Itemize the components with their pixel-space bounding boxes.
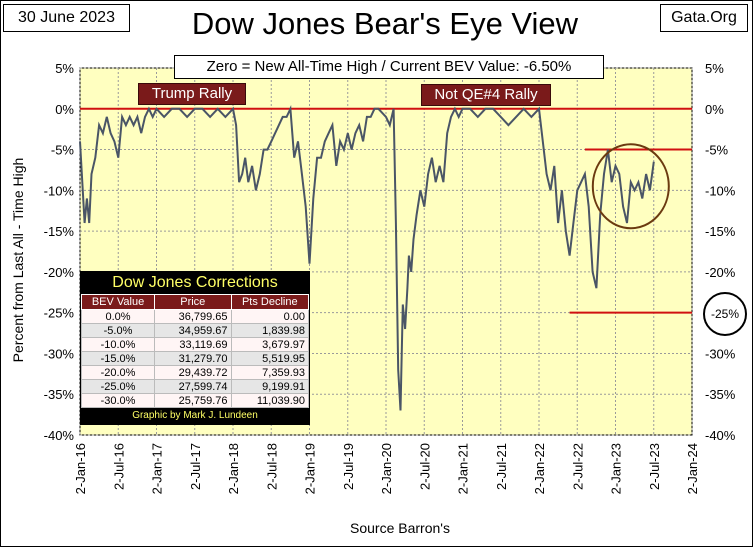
x-tick-label: 2-Jan-17 [150, 443, 165, 494]
y-tick-label-right: -35% [705, 387, 736, 402]
bev-value-cell: -30.0% [80, 393, 156, 408]
price-cell: 34,959.67 [154, 323, 232, 338]
price-cell: 33,119.69 [154, 337, 232, 352]
y-tick-label-right: -5% [705, 143, 729, 158]
y-tick-label: -35% [44, 387, 75, 402]
y-tick-label: -20% [44, 265, 75, 280]
pts-decline-cell: 7,359.93 [230, 365, 310, 380]
table-row: 0.0% 36,799.65 0.00 [80, 309, 310, 324]
y-tick-label: -10% [44, 183, 75, 198]
corrections-table: Dow Jones Corrections BEV Value Price Pt… [80, 271, 310, 425]
y-tick-label: 5% [55, 61, 74, 76]
bev-value-cell: -25.0% [80, 379, 156, 394]
bev-value-cell: -20.0% [80, 365, 156, 380]
x-tick-label: 2-Jul-19 [341, 443, 356, 490]
y-tick-label-right: 5% [705, 61, 724, 76]
x-tick-label: 2-Jul-22 [570, 443, 585, 490]
pts-decline-cell: 3,679.97 [230, 337, 310, 352]
graphic-credit: Graphic by Mark J. Lundeen [81, 408, 309, 424]
y-tick-label-right: -30% [705, 346, 736, 361]
y-tick-label: -15% [44, 224, 75, 239]
column-header-price: Price [154, 294, 232, 310]
x-tick-label: 2-Jul-23 [647, 443, 662, 490]
x-tick-label: 2-Jul-21 [494, 443, 509, 490]
table-row: -15.0% 31,279.70 5,519.95 [80, 351, 310, 366]
pts-decline-cell: 1,839.98 [230, 323, 310, 338]
qe4-rally-label: Not QE#4 Rally [421, 84, 551, 106]
y-tick-label: -25% [44, 306, 75, 321]
table-row: -5.0% 34,959.67 1,839.98 [80, 323, 310, 338]
x-tick-label: 2-Jan-19 [303, 443, 318, 494]
x-tick-label: 2-Jul-16 [111, 443, 126, 490]
price-cell: 27,599.74 [154, 379, 232, 394]
y-tick-label: 0% [55, 102, 74, 117]
chart-title: Dow Jones Bear's Eye View [191, 6, 579, 41]
price-cell: 25,759.76 [154, 393, 232, 408]
corrections-table-title: Dow Jones Corrections [81, 272, 309, 294]
y-axis-title: Percent from Last All - Time High [10, 157, 26, 363]
site-label: Gata.Org [660, 4, 748, 32]
circled-level-label: -25% [703, 292, 747, 336]
bev-value-cell: -10.0% [80, 337, 156, 352]
column-header-bev: BEV Value [80, 294, 156, 310]
price-cell: 29,439.72 [154, 365, 232, 380]
highlight-circle [591, 143, 670, 230]
y-tick-label-right: 0% [705, 102, 724, 117]
pts-decline-cell: 0.00 [230, 309, 310, 324]
table-row: -25.0% 27,599.74 9,199.91 [80, 379, 310, 394]
y-tick-label: -30% [44, 346, 75, 361]
pts-decline-cell: 11,039.90 [230, 393, 310, 408]
x-tick-label: 2-Jul-18 [264, 443, 279, 490]
x-tick-label: 2-Jan-20 [379, 443, 394, 494]
bev-series-line [79, 104, 655, 411]
table-row: -10.0% 33,119.69 3,679.97 [80, 337, 310, 352]
bev-value-cell: 0.0% [80, 309, 156, 324]
price-cell: 36,799.65 [154, 309, 232, 324]
pts-decline-cell: 9,199.91 [230, 379, 310, 394]
y-tick-label-right: -15% [705, 224, 736, 239]
x-tick-label: 2-Jul-17 [188, 443, 203, 490]
x-axis-title: Source Barron's [350, 520, 450, 536]
y-tick-label-right: -10% [705, 183, 736, 198]
x-tick-label: 2-Jan-22 [532, 443, 547, 494]
y-tick-label-right: -20% [705, 265, 736, 280]
bev-value-cell: -5.0% [80, 323, 156, 338]
bev-value-cell: -15.0% [80, 351, 156, 366]
price-cell: 31,279.70 [154, 351, 232, 366]
table-row: -30.0% 25,759.76 11,039.90 [80, 393, 310, 408]
y-tick-label: -40% [44, 428, 75, 443]
pts-decline-cell: 5,519.95 [230, 351, 310, 366]
column-header-pts-decline: Pts Decline [230, 294, 310, 310]
trump-rally-label: Trump Rally [138, 83, 246, 105]
x-tick-label: 2-Jan-21 [456, 443, 471, 494]
x-tick-label: 2-Jul-20 [417, 443, 432, 490]
x-tick-label: 2-Jan-24 [685, 443, 700, 494]
x-tick-label: 2-Jan-18 [226, 443, 241, 494]
y-tick-label-right: -40% [705, 428, 736, 443]
y-tick-label: -5% [51, 143, 75, 158]
table-row: -20.0% 29,439.72 7,359.93 [80, 365, 310, 380]
x-tick-label: 2-Jan-16 [73, 443, 88, 494]
chart-subtitle: Zero = New All-Time High / Current BEV V… [174, 55, 604, 79]
date-label: 30 June 2023 [3, 4, 130, 32]
x-tick-label: 2-Jan-23 [609, 443, 624, 494]
